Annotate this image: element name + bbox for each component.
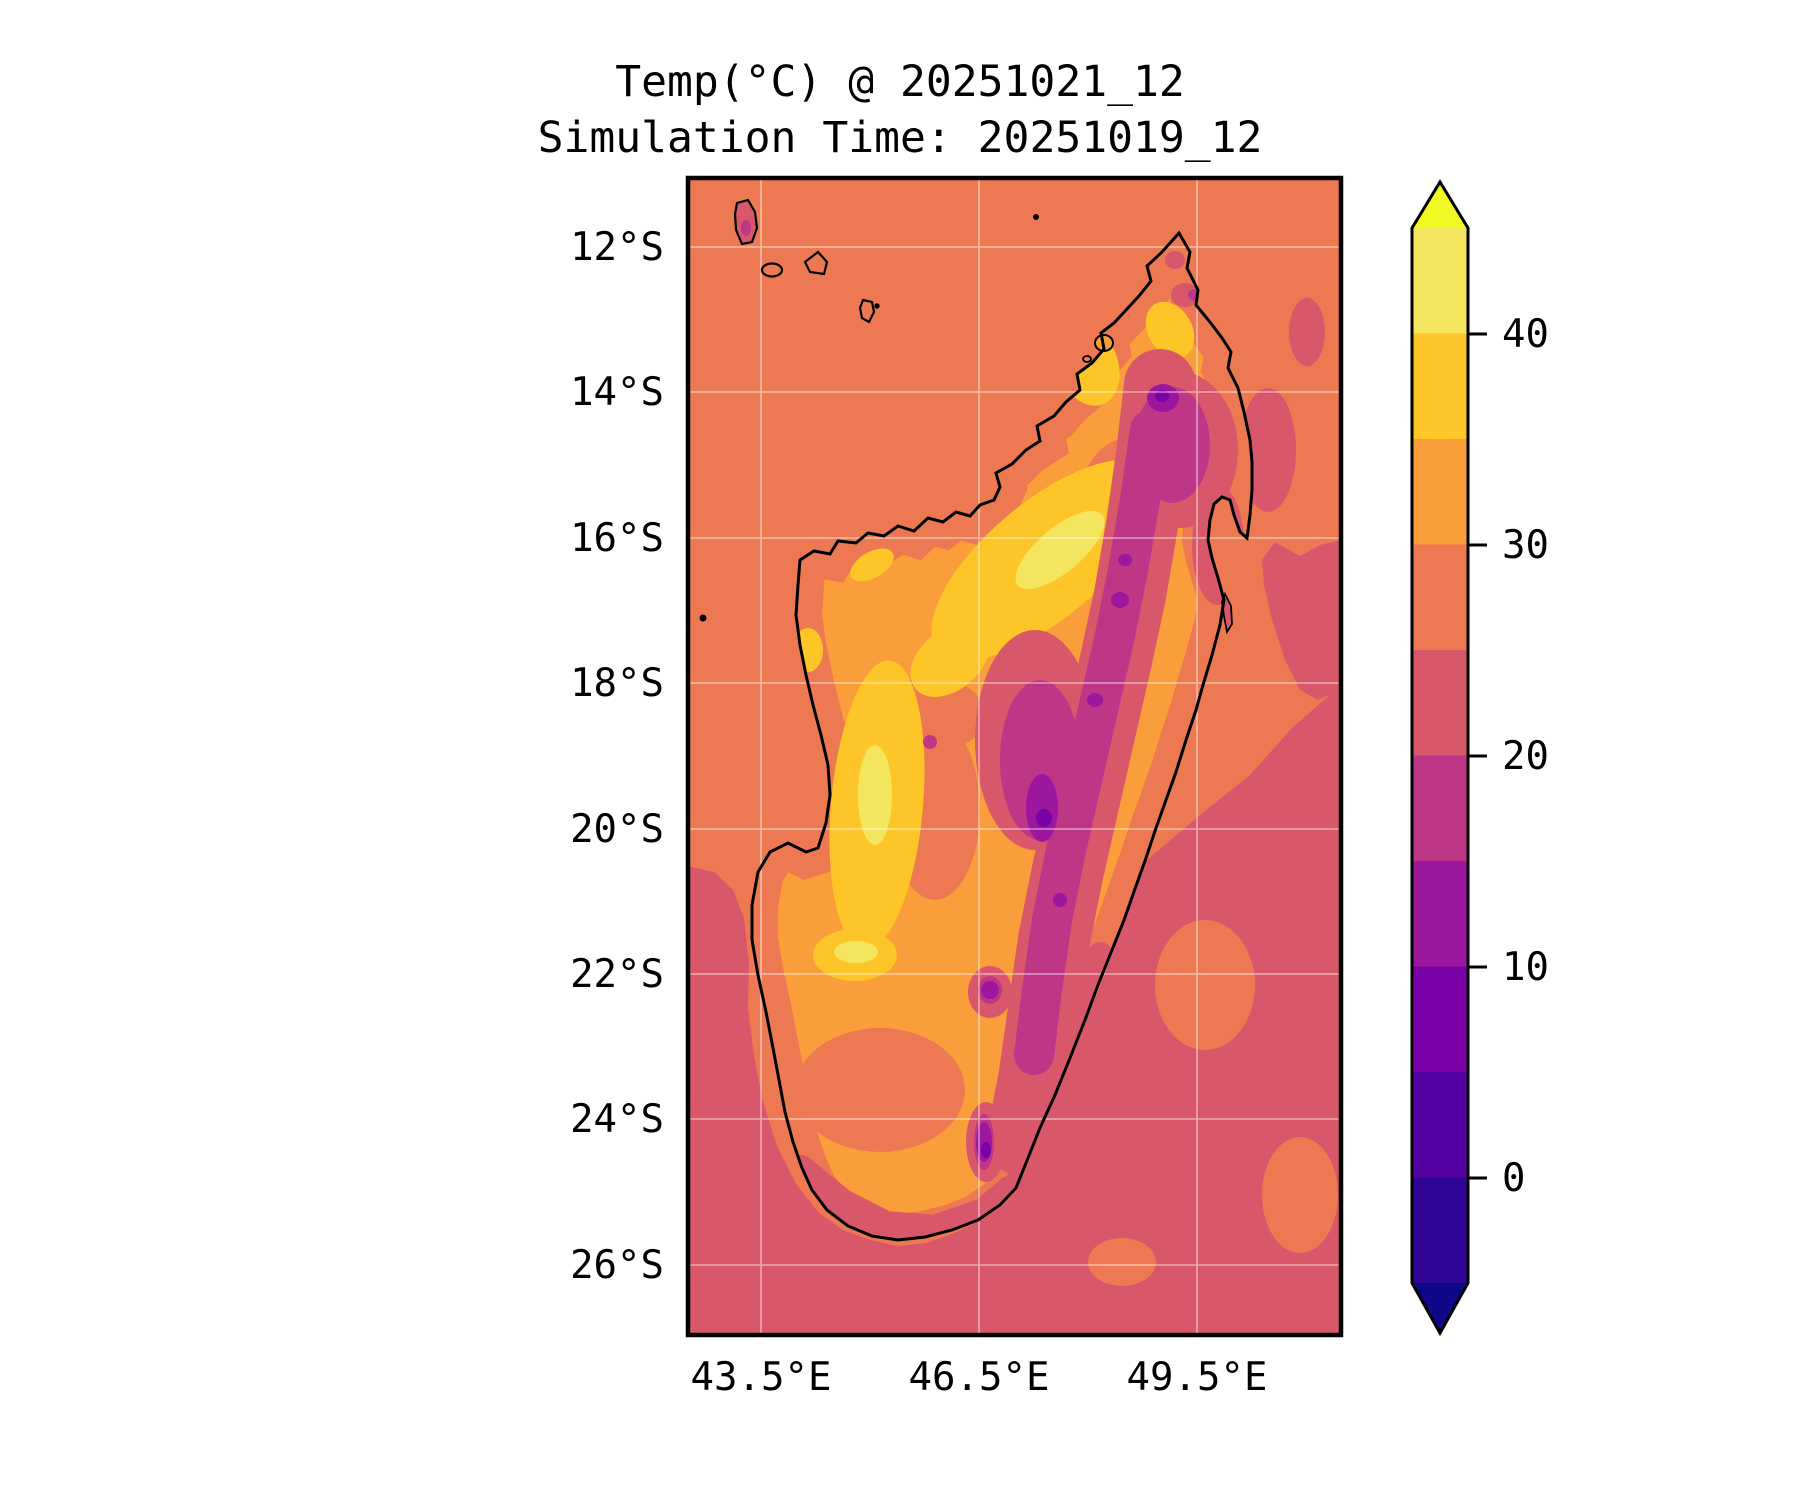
map-panel bbox=[688, 178, 1341, 1335]
y-tick-label: 16°S bbox=[570, 516, 664, 561]
contour-patch bbox=[1134, 387, 1210, 503]
colorbar-segment bbox=[1412, 755, 1468, 861]
colorbar-segment bbox=[1412, 650, 1468, 756]
contour-patch bbox=[1155, 390, 1169, 402]
colorbar: 40 30 20 10 0 bbox=[1410, 179, 1549, 1337]
x-axis-labels: 43.5°E 46.5°E 49.5°E bbox=[691, 1355, 1268, 1400]
colorbar-tick-labels: 40 30 20 10 0 bbox=[1502, 312, 1549, 1201]
contour-patch bbox=[1111, 592, 1129, 608]
contour-patch bbox=[1171, 283, 1199, 307]
x-tick-label: 49.5°E bbox=[1127, 1355, 1268, 1400]
islet bbox=[1083, 356, 1091, 362]
contour-patch bbox=[1262, 540, 1341, 700]
y-tick-label: 12°S bbox=[570, 225, 664, 270]
colorbar-tick-label: 30 bbox=[1502, 523, 1549, 568]
islet-dot bbox=[874, 303, 880, 309]
contour-patch bbox=[1165, 251, 1185, 269]
y-axis-labels: 12°S 14°S 16°S 18°S 20°S 22°S 24°S 26°S bbox=[570, 225, 664, 1288]
contour-patch bbox=[741, 220, 751, 236]
x-tick-label: 43.5°E bbox=[691, 1355, 832, 1400]
colorbar-tick-label: 20 bbox=[1502, 734, 1549, 779]
x-tick-label: 46.5°E bbox=[909, 1355, 1050, 1400]
contour-patch bbox=[981, 981, 999, 999]
colorbar-tick-label: 10 bbox=[1502, 945, 1549, 990]
coastlines bbox=[699, 198, 1254, 1242]
island-moheli bbox=[762, 263, 782, 277]
colorbar-segment bbox=[1412, 861, 1468, 967]
contour-patch bbox=[1000, 680, 1080, 840]
contour-patch bbox=[1053, 893, 1067, 907]
colorbar-outline bbox=[1410, 179, 1470, 1337]
y-tick-label: 18°S bbox=[570, 661, 664, 706]
map-frame bbox=[685, 175, 1344, 1338]
colorbar-segment bbox=[1412, 1072, 1468, 1178]
colorbar-segment bbox=[1412, 966, 1468, 1072]
ocean-cool-region bbox=[688, 685, 1341, 1335]
colorbar-segment bbox=[1412, 544, 1468, 650]
contour-patch bbox=[1087, 693, 1103, 707]
contour-patch bbox=[1014, 410, 1170, 1075]
contour-patch bbox=[1118, 554, 1132, 566]
islet-dot bbox=[1033, 214, 1039, 220]
contour-patch bbox=[795, 1028, 965, 1152]
y-tick-label: 14°S bbox=[570, 370, 664, 415]
y-tick-label: 26°S bbox=[570, 1243, 664, 1288]
contour-patch bbox=[1015, 510, 1105, 590]
colorbar-arrow-under bbox=[1412, 1283, 1468, 1333]
contour-patch bbox=[981, 1142, 991, 1158]
contour-patch bbox=[1145, 301, 1195, 359]
colorbar-segment bbox=[1412, 1177, 1468, 1283]
island-juan-de-nova bbox=[699, 614, 707, 622]
contour-patch bbox=[923, 735, 937, 749]
contour-patch bbox=[1036, 809, 1052, 827]
island-mayotte bbox=[860, 300, 874, 322]
contour-patch bbox=[1262, 1137, 1338, 1253]
colorbar-segment bbox=[1412, 228, 1468, 334]
colorbar-tick-label: 40 bbox=[1502, 312, 1549, 357]
plot-title-line1: Temp(°C) @ 20251021_12 bbox=[615, 57, 1185, 107]
gridlines bbox=[688, 178, 1341, 1335]
contour-patch bbox=[910, 623, 990, 697]
colorbar-segment bbox=[1412, 333, 1468, 439]
contour-patch bbox=[1240, 388, 1296, 512]
y-tick-label: 24°S bbox=[570, 1097, 664, 1142]
contour-patch bbox=[1289, 298, 1325, 366]
contour-patch bbox=[1155, 920, 1255, 1050]
contour-patch bbox=[850, 548, 894, 582]
plot-title-line2: Simulation Time: 20251019_12 bbox=[538, 113, 1263, 163]
contour-patch bbox=[1026, 774, 1058, 842]
colorbar-ticks bbox=[1468, 332, 1487, 1180]
colorbar-arrow-over bbox=[1412, 182, 1468, 228]
y-tick-label: 20°S bbox=[570, 807, 664, 852]
contour-patch bbox=[1088, 1238, 1156, 1286]
colorbar-segment bbox=[1412, 439, 1468, 545]
contour-patch bbox=[858, 745, 892, 845]
colorbar-tick-label: 0 bbox=[1502, 1156, 1525, 1201]
contour-patch bbox=[834, 941, 878, 963]
y-tick-label: 22°S bbox=[570, 952, 664, 997]
small-islands bbox=[735, 200, 1232, 632]
